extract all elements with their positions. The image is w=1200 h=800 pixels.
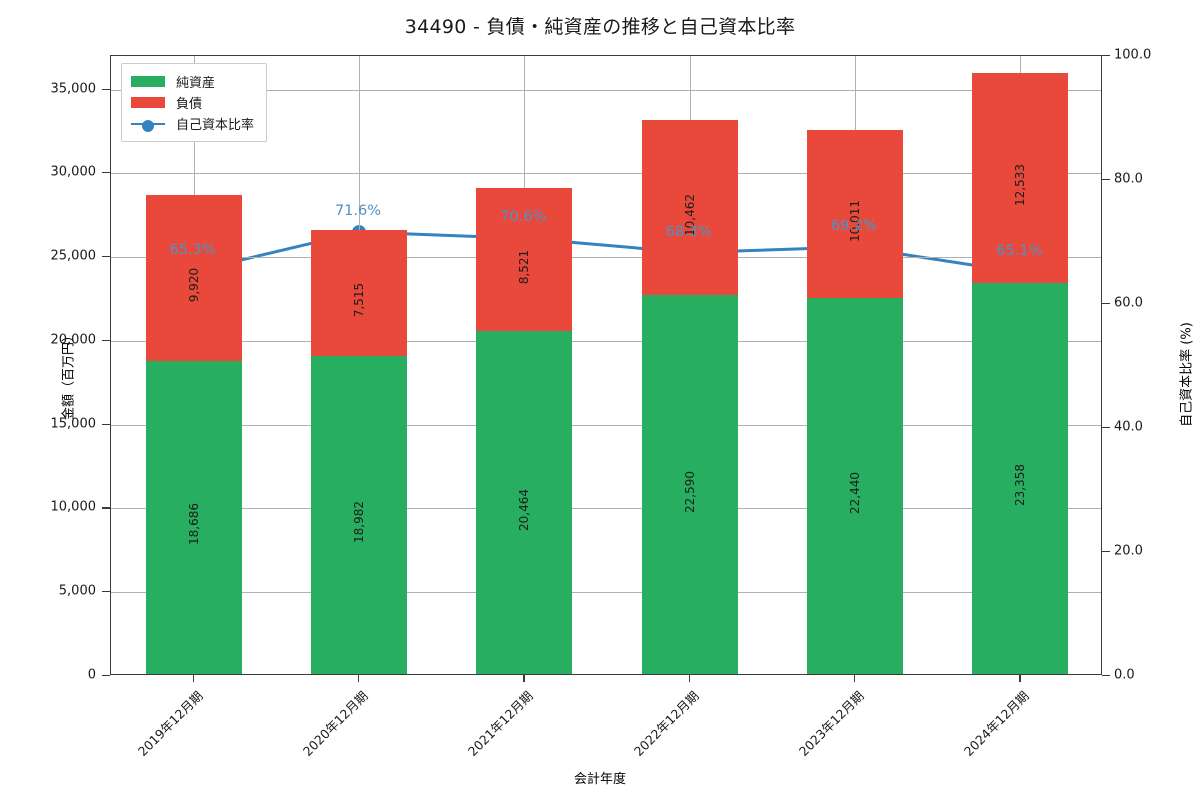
y-axis-tickmark-right — [1102, 303, 1110, 305]
gridline-horizontal — [111, 257, 1101, 259]
ratio-value-label: 68.3% — [665, 223, 712, 240]
ratio-value-label: 70.6% — [500, 209, 547, 226]
bar-segment-equity[interactable]: 22,590 — [641, 295, 738, 674]
x-axis-tickmark — [523, 675, 525, 682]
y-axis-tick-left: 35,000 — [50, 81, 97, 96]
y-axis-tickmark-left — [102, 172, 110, 174]
bar-stack[interactable]: 23,358 12,533 — [972, 72, 1069, 674]
y-axis-tickmark-left — [102, 88, 110, 90]
bar-value-label-equity: 23,358 — [1013, 464, 1028, 507]
gridline-horizontal — [111, 592, 1101, 594]
y-axis-tick-left: 25,000 — [50, 248, 97, 264]
bar-segment-liabilities[interactable]: 10,462 — [641, 120, 738, 296]
x-axis-tickmark — [688, 675, 690, 682]
bar-stack[interactable]: 20,464 8,521 — [476, 188, 573, 674]
y-axis-tick-left: 30,000 — [50, 164, 97, 180]
x-axis-tickmark — [854, 675, 856, 682]
x-axis-tickmark — [1019, 675, 1021, 682]
chart-legend: 純資産 負債 自己資本比率 — [121, 63, 268, 142]
y-axis-tickmark-left — [102, 423, 110, 425]
y-axis-tickmark-right — [1102, 675, 1110, 677]
y-axis-label-left: 金額（百万円） — [61, 329, 77, 421]
bar-value-label-equity: 20,464 — [517, 488, 532, 531]
gridline-horizontal — [111, 173, 1101, 175]
y-axis-tick-left: 5,000 — [58, 583, 96, 599]
bar-segment-liabilities[interactable]: 8,521 — [476, 188, 573, 332]
y-axis-tick-right: 0.0 — [1114, 667, 1135, 683]
bar-segment-equity[interactable]: 20,464 — [476, 331, 573, 674]
y-axis-tick-left: 15,000 — [50, 416, 97, 432]
legend-label-liabilities: 負債 — [176, 97, 203, 112]
y-axis-tick-left: 20,000 — [50, 332, 97, 348]
gridline-horizontal — [111, 508, 1101, 510]
ratio-value-label: 71.6% — [334, 203, 382, 220]
legend-item-liabilities[interactable]: 負債 — [131, 92, 254, 113]
y-axis-tick-right: 60.0 — [1114, 295, 1143, 311]
ratio-line-layer — [186, 225, 1028, 280]
legend-item-equity-ratio[interactable]: 自己資本比率 — [131, 113, 254, 134]
ratio-value-label: 65.1% — [996, 243, 1043, 260]
bar-value-label-liabilities: 7,515 — [351, 282, 366, 318]
legend-line-equity-ratio — [131, 117, 165, 132]
bar-segment-equity[interactable]: 22,440 — [807, 297, 903, 674]
y-axis-tickmark-right — [1102, 427, 1110, 429]
y-axis-tickmark-left — [102, 591, 110, 593]
x-axis-label: 会計年度 — [573, 772, 626, 787]
legend-label-equity-ratio: 自己資本比率 — [176, 118, 255, 133]
page-title: 34490 - 負債・純資産の推移と自己資本比率 — [404, 16, 796, 38]
gridline-horizontal — [111, 424, 1101, 426]
y-axis-tick-left: 0 — [87, 667, 96, 683]
legend-swatch-equity — [131, 76, 165, 87]
ratio-value-label: 69.2% — [830, 217, 878, 234]
bar-segment-liabilities[interactable]: 7,515 — [311, 230, 407, 356]
x-axis-tickmark — [192, 675, 194, 682]
y-axis-tickmark-right — [1102, 551, 1110, 553]
y-axis-tick-right: 20.0 — [1114, 543, 1143, 559]
bar-value-label-equity: 22,440 — [847, 471, 862, 514]
y-axis-tick-right: 100.0 — [1114, 47, 1152, 63]
bar-value-label-liabilities: 12,533 — [1013, 163, 1028, 206]
bar-value-label-liabilities: 8,521 — [517, 249, 532, 284]
bar-segment-liabilities[interactable]: 12,533 — [972, 72, 1069, 283]
gridline-horizontal — [111, 89, 1101, 91]
legend-item-equity[interactable]: 純資産 — [131, 71, 254, 92]
plot-area: 18,686 9,920 18,982 7,515 20,464 8,521 22,590 1… — [110, 55, 1102, 675]
bar-segment-equity[interactable]: 23,358 — [972, 282, 1069, 674]
y-axis-tickmark-left — [102, 675, 110, 677]
bar-segment-liabilities[interactable]: 10,011 — [807, 130, 903, 298]
gridline-horizontal — [111, 340, 1101, 342]
bar-stack[interactable]: 22,590 10,462 — [641, 120, 738, 674]
ratio-value-label: 65.3% — [169, 242, 216, 259]
y-axis-tickmark-left — [102, 339, 110, 342]
bar-value-label-equity: 18,686 — [186, 503, 201, 546]
bar-value-label-liabilities: 9,920 — [186, 267, 201, 302]
y-axis-tick-left: 10,000 — [50, 499, 97, 515]
y-axis-tickmark-left — [102, 507, 110, 509]
bar-value-label-equity: 22,590 — [682, 470, 697, 513]
y-axis-label-right: 自己資本比率 (%) — [1179, 322, 1195, 427]
y-axis-tickmark-left — [102, 256, 110, 258]
y-axis-tickmark-right — [1102, 55, 1110, 57]
legend-swatch-liabilities — [131, 97, 165, 108]
x-axis-tickmark — [358, 675, 360, 682]
bar-segment-equity[interactable]: 18,686 — [145, 360, 242, 674]
y-axis-tick-right: 40.0 — [1114, 419, 1143, 435]
bar-stack[interactable]: 18,686 9,920 — [145, 194, 242, 674]
bar-stack[interactable]: 22,440 10,011 — [807, 130, 903, 674]
bar-segment-liabilities[interactable]: 9,920 — [145, 194, 242, 361]
bar-segment-equity[interactable]: 18,982 — [311, 355, 407, 674]
y-axis-tick-right: 80.0 — [1114, 171, 1143, 187]
bar-stack[interactable]: 18,982 7,515 — [311, 230, 407, 674]
legend-label-equity: 純資産 — [176, 76, 216, 91]
bar-value-label-equity: 18,982 — [351, 500, 366, 543]
y-axis-tickmark-right — [1102, 179, 1110, 181]
